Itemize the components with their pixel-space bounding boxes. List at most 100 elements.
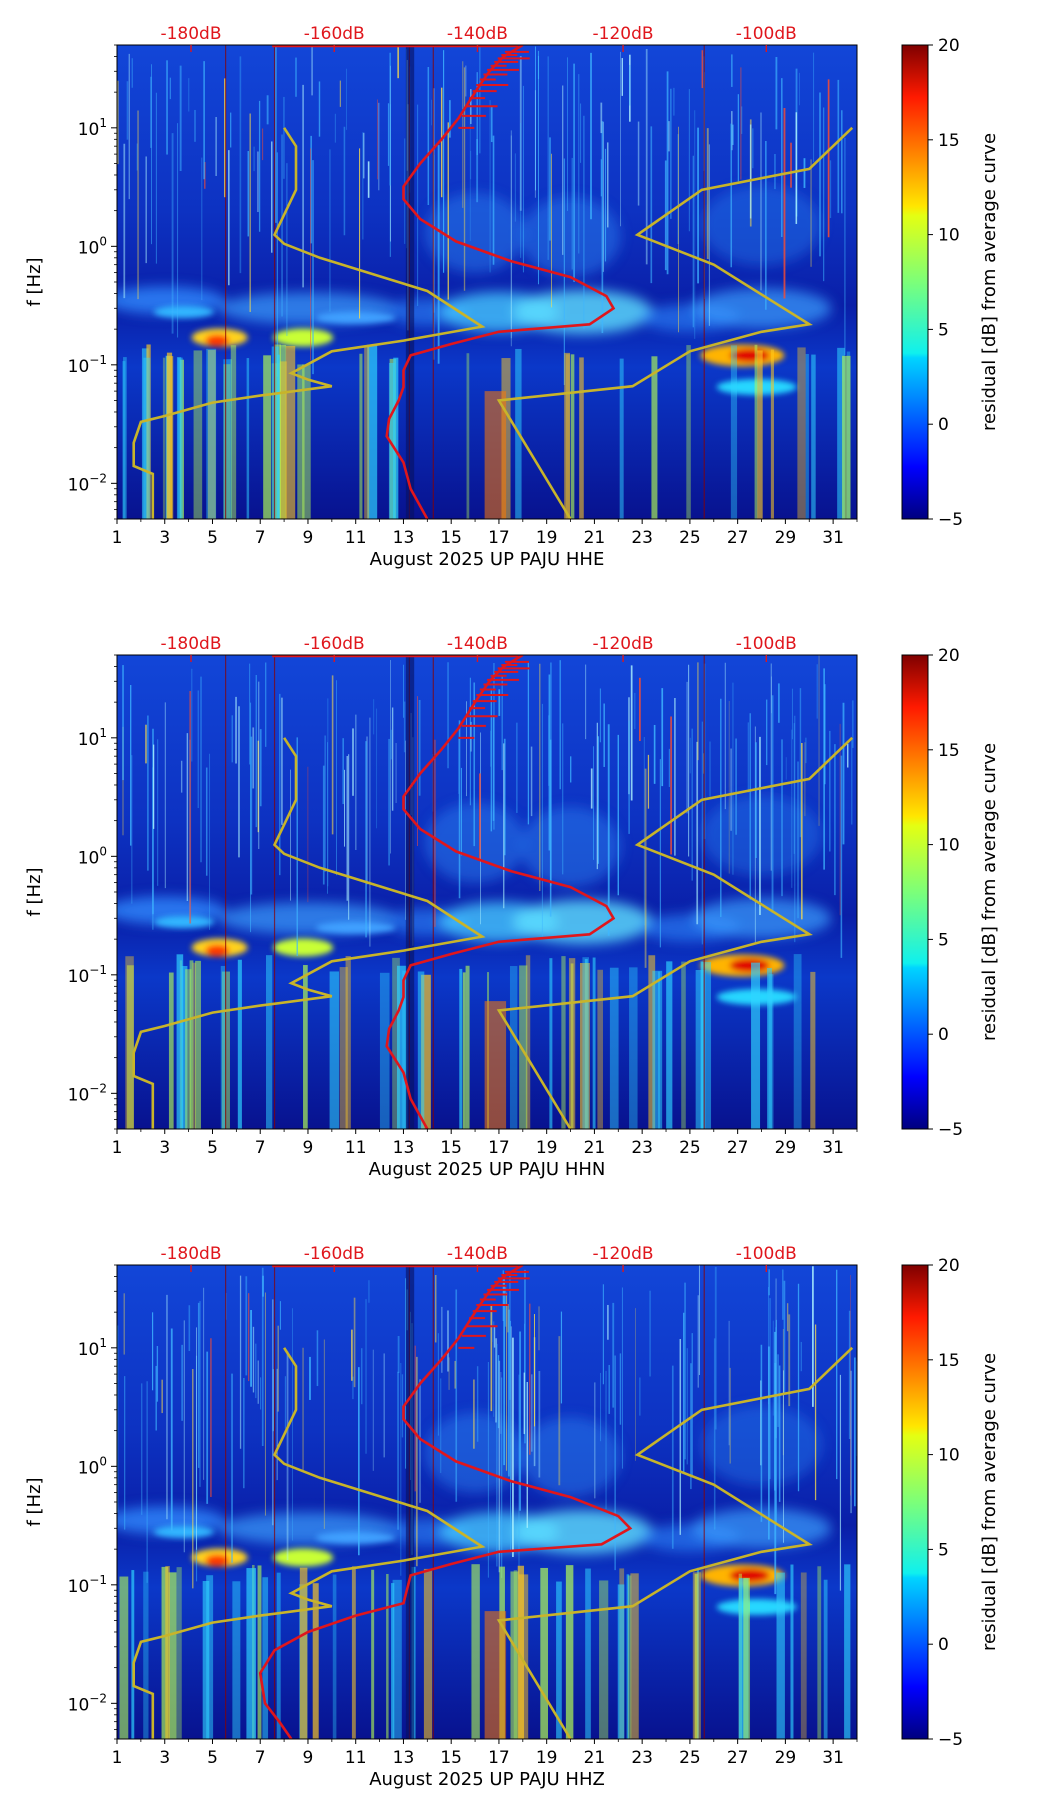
- transient-streaks: [122, 655, 854, 1129]
- top-db-scale: -180dB -160dB -140dB -120dB -100dB: [160, 634, 797, 662]
- x-tick-label: 3: [159, 1748, 170, 1768]
- colorbar-tick-label: 20: [938, 36, 960, 56]
- top-db-label: -180dB: [160, 1244, 221, 1264]
- colorbar: 20 15 10 5 0 −5 residual [dB] from average cur…: [901, 36, 1000, 530]
- station-mean-curve: [258, 1265, 633, 1739]
- top-db-label: -180dB: [160, 24, 221, 44]
- x-tick-label: 21: [584, 528, 606, 548]
- high-noise-model-curve: [496, 126, 854, 519]
- y-tick-label: 10−1: [68, 963, 107, 987]
- colorbar-tick-label: −5: [938, 1120, 963, 1140]
- x-tick-label: 5: [207, 1138, 218, 1158]
- colorbar-tick-label: 20: [938, 1256, 960, 1276]
- x-tick-label: 19: [536, 528, 558, 548]
- x-tick-label: 29: [775, 1748, 797, 1768]
- x-tick-label: 25: [679, 1748, 701, 1768]
- colorbar-tick-label: 0: [938, 1635, 949, 1655]
- x-tick-label: 9: [303, 1138, 314, 1158]
- colorbar-tick-label: 15: [938, 131, 960, 151]
- top-db-label: -140dB: [447, 1244, 508, 1264]
- x-tick-label: 11: [345, 1138, 367, 1158]
- y-tick-label: 10−2: [68, 1081, 107, 1105]
- x-tick-label: 23: [631, 528, 653, 548]
- colorbar-tick-label: 10: [938, 1446, 960, 1466]
- microseism-band: [153, 1525, 797, 1615]
- x-tick-label: 11: [345, 528, 367, 548]
- y-tick-label: 10−1: [68, 1573, 107, 1597]
- top-db-label: -120dB: [593, 1244, 654, 1264]
- y-axis-label: f [Hz]: [24, 1477, 45, 1526]
- x-tick-label: 3: [159, 1138, 170, 1158]
- microseism-band: [153, 305, 797, 395]
- y-tick-label: 101: [78, 1336, 107, 1360]
- colorbar-label: residual [dB] from average curve: [979, 133, 1000, 431]
- y-axis: 101 100 10−1 10−2: [68, 1264, 117, 1740]
- x-tick-label: 31: [822, 1748, 844, 1768]
- top-db-label: -120dB: [593, 634, 654, 654]
- station-curve-jitter: [458, 660, 530, 739]
- colorbar-tick-label: 5: [938, 320, 949, 340]
- top-db-label: -160dB: [304, 1244, 365, 1264]
- colorbar-gradient: [901, 44, 929, 520]
- low-noise-model-curve: [132, 1347, 486, 1739]
- top-db-label: -100dB: [736, 634, 797, 654]
- station-mean-curve: [385, 45, 616, 519]
- top-db-label: -180dB: [160, 634, 221, 654]
- x-tick-label: 19: [536, 1138, 558, 1158]
- noise-texture: [117, 185, 832, 334]
- x-tick-label: 27: [727, 1138, 749, 1158]
- x-axis-label: August 2025 UP PAJU HHZ: [369, 1769, 605, 1790]
- station-curve-jitter: [458, 1270, 530, 1349]
- x-tick-label: 29: [775, 1138, 797, 1158]
- top-db-label: -140dB: [447, 24, 508, 44]
- low-noise-model-curve: [132, 127, 486, 519]
- top-db-scale: -180dB -160dB -140dB -120dB -100dB: [160, 24, 797, 52]
- y-tick-label: 100: [78, 234, 107, 258]
- x-tick-label: 13: [393, 528, 415, 548]
- colorbar-gradient: [901, 1264, 929, 1740]
- top-db-label: -120dB: [593, 24, 654, 44]
- station-curve-jitter: [458, 50, 530, 129]
- y-tick-label: 10−2: [68, 1691, 107, 1715]
- x-tick-label: 7: [255, 1138, 266, 1158]
- spectrogram-image: [117, 655, 857, 1129]
- x-tick-label: 3: [159, 528, 170, 548]
- low-noise-model-curve: [132, 737, 486, 1129]
- y-tick-label: 10−1: [68, 353, 107, 377]
- x-axis: 1 3 5 7 9 11 13 15 17 19 21 23 25 27 29 31: [112, 1739, 858, 1768]
- y-tick-label: 100: [78, 1454, 107, 1478]
- colorbar: 20 15 10 5 0 −5 residual [dB] from average cur…: [901, 1256, 1000, 1750]
- y-axis-label: f [Hz]: [24, 257, 45, 306]
- x-tick-label: 17: [488, 528, 510, 548]
- transient-streaks: [117, 1265, 857, 1739]
- colorbar-tick-label: 10: [938, 226, 960, 246]
- y-tick-label: 10−2: [68, 471, 107, 495]
- colorbar-label: residual [dB] from average curve: [979, 1353, 1000, 1651]
- colorbar-tick-label: 20: [938, 646, 960, 666]
- top-db-label: -100dB: [736, 24, 797, 44]
- y-axis: 101 100 10−1 10−2: [68, 654, 117, 1130]
- x-tick-label: 9: [303, 1748, 314, 1768]
- high-noise-model-curve: [496, 1346, 854, 1739]
- x-tick-label: 15: [440, 1138, 462, 1158]
- x-axis-label: August 2025 UP PAJU HHN: [369, 1159, 606, 1180]
- colorbar-tick-label: 5: [938, 930, 949, 950]
- colorbar-tick-label: 0: [938, 415, 949, 435]
- x-tick-label: 7: [255, 528, 266, 548]
- x-tick-label: 5: [207, 1748, 218, 1768]
- x-tick-label: 5: [207, 528, 218, 548]
- x-tick-label: 27: [727, 528, 749, 548]
- colorbar-tick-label: 0: [938, 1025, 949, 1045]
- x-tick-label: 9: [303, 528, 314, 548]
- y-axis-label: f [Hz]: [24, 867, 45, 916]
- x-tick-label: 29: [775, 528, 797, 548]
- y-axis: 101 100 10−1 10−2: [68, 44, 117, 520]
- x-tick-label: 27: [727, 1748, 749, 1768]
- x-tick-label: 21: [584, 1748, 606, 1768]
- colorbar-tick-label: −5: [938, 1730, 963, 1750]
- x-axis: 1 3 5 7 9 11 13 15 17 19 21 23 25 27 29 31: [112, 519, 858, 548]
